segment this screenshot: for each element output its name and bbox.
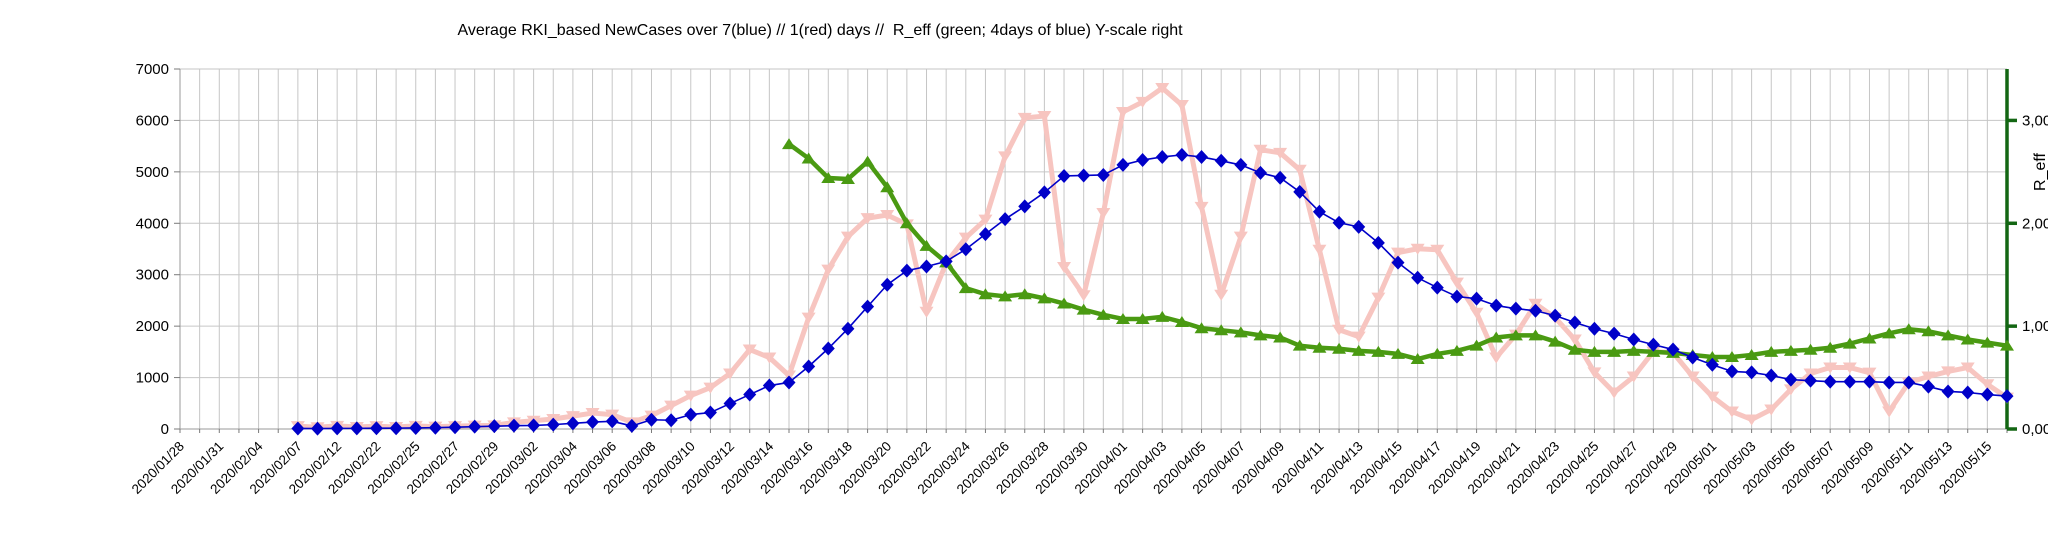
svg-text:7000: 7000 <box>136 61 169 78</box>
svg-text:3,00: 3,00 <box>2022 112 2048 129</box>
series-7day-average-blue <box>297 154 2008 430</box>
svg-text:6000: 6000 <box>136 112 169 129</box>
svg-text:2,00: 2,00 <box>2022 215 2048 232</box>
series-daily-newcases-pink-markers <box>290 83 2014 434</box>
series-r-eff-green-markers <box>782 138 2014 365</box>
svg-text:5000: 5000 <box>136 164 169 181</box>
series-daily-newcases-pink <box>295 85 2010 430</box>
chart-title: Average RKI_based NewCases over 7(blue) … <box>457 22 1183 39</box>
right-axis-r-eff <box>2005 69 2017 431</box>
x-axis-date-labels: 2020/01/282020/01/312020/02/042020/02/07… <box>129 438 1995 497</box>
left-axis-labels: 0 1000 2000 3000 4000 5000 6000 7000 <box>136 61 169 438</box>
svg-text:0,00: 0,00 <box>2022 421 2048 438</box>
svg-text:1,00: 1,00 <box>2022 318 2048 335</box>
svg-text:1000: 1000 <box>136 370 169 387</box>
svg-text:0: 0 <box>161 421 169 438</box>
series-7day-average-blue-markers <box>291 147 2014 436</box>
right-axis-title: R_eff <box>2032 152 2048 191</box>
right-axis-labels: 0,00 1,00 2,00 3,00 <box>2022 112 2048 438</box>
gridlines <box>180 68 2007 429</box>
svg-text:2000: 2000 <box>136 318 169 335</box>
svg-text:3000: 3000 <box>136 267 169 284</box>
axes <box>179 69 2007 430</box>
svg-text:4000: 4000 <box>136 215 169 232</box>
